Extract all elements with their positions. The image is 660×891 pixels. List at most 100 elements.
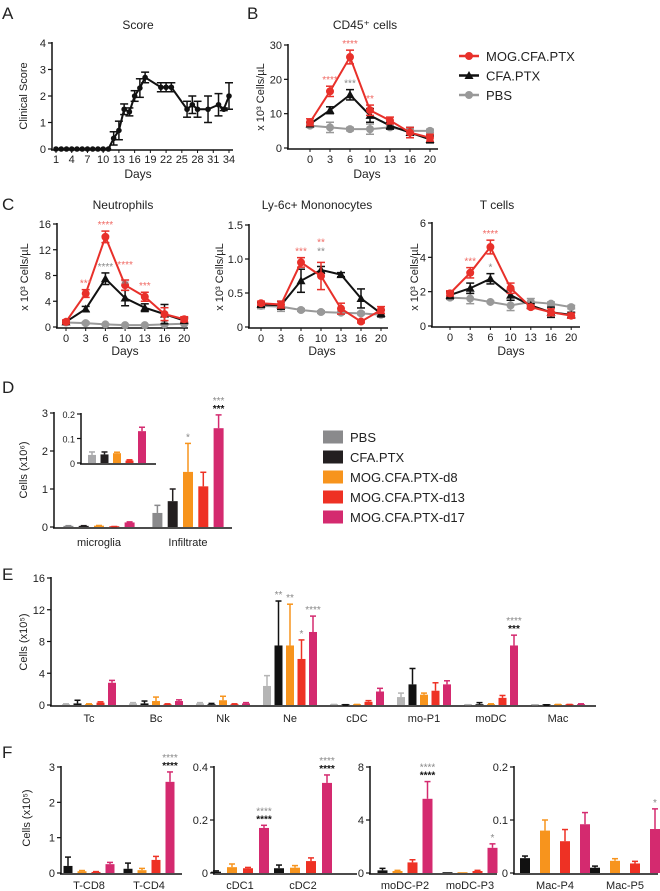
series-mog-cfa-ptx xyxy=(306,49,434,142)
significance-stars: **** xyxy=(98,262,114,273)
data-point xyxy=(486,297,495,306)
significance-stars: **** xyxy=(256,806,272,817)
x-category-label: Ne xyxy=(283,713,297,725)
data-point xyxy=(95,146,101,152)
legend-item xyxy=(323,470,343,484)
bar-group xyxy=(63,856,115,873)
bar-group xyxy=(211,824,269,873)
data-point xyxy=(277,300,285,309)
bar xyxy=(138,431,146,463)
y-tick-label: 0 xyxy=(202,868,208,880)
data-point xyxy=(205,106,211,113)
legend-label: PBS xyxy=(486,88,512,103)
bar xyxy=(420,694,428,705)
x-category-label: Mac-P4 xyxy=(536,880,574,891)
y-tick-label: 2 xyxy=(420,287,426,299)
data-point xyxy=(336,270,346,279)
chart-10 xyxy=(366,766,498,875)
data-point xyxy=(160,310,169,319)
significance-stars: *** xyxy=(344,79,356,90)
bar xyxy=(77,871,87,873)
legend-swatch xyxy=(323,450,343,464)
y-tick-label: 12 xyxy=(33,605,45,617)
bar xyxy=(63,525,74,527)
data-point xyxy=(385,121,395,130)
data-point xyxy=(325,105,335,114)
legend-item xyxy=(459,91,479,99)
significance-stars: ** xyxy=(286,593,294,604)
bar xyxy=(274,868,284,873)
y-axis-label: Cells (x10⁵) xyxy=(21,789,33,846)
bar xyxy=(207,704,216,705)
significance-stars: **** xyxy=(117,260,133,271)
bar xyxy=(140,703,149,705)
bar xyxy=(290,867,300,873)
x-tick-label: 1 xyxy=(53,154,59,166)
x-category-label: cDC xyxy=(346,713,367,725)
y-tick-label: 0 xyxy=(39,700,45,712)
bar xyxy=(259,827,269,873)
data-point xyxy=(465,283,475,292)
bar xyxy=(211,871,221,873)
series-mog-cfa-ptx xyxy=(257,256,385,326)
y-tick-label: 6 xyxy=(420,218,426,230)
data-point xyxy=(140,292,149,301)
bar xyxy=(457,872,468,873)
y-axis-label: x 10³ Cells/µL xyxy=(214,243,226,310)
bar xyxy=(297,658,306,705)
series-cfa-ptx xyxy=(445,272,576,319)
data-point xyxy=(337,304,345,313)
y-tick-label: 0.2 xyxy=(493,762,508,774)
bar xyxy=(520,858,530,873)
data-point xyxy=(168,84,175,91)
data-point xyxy=(426,126,434,135)
legend-swatch xyxy=(323,430,343,444)
y-tick-label: 0 xyxy=(237,322,243,334)
x-tick-label: 6 xyxy=(347,154,353,166)
data-point xyxy=(79,146,86,152)
bar xyxy=(219,700,227,705)
data-point xyxy=(81,319,90,328)
x-tick-label: 13 xyxy=(113,154,125,166)
series-mog-cfa-ptx xyxy=(446,239,576,320)
legend-label: MOG.CFA.PTX xyxy=(486,49,575,64)
y-tick-label: 2 xyxy=(49,797,55,809)
y-tick-label: 1 xyxy=(40,118,46,130)
y-tick-label: 0.1 xyxy=(493,815,508,827)
y-tick-label: 30 xyxy=(270,40,282,52)
data-point xyxy=(567,303,576,312)
x-tick-label: 10 xyxy=(364,154,376,166)
y-tick-label: 10 xyxy=(270,109,282,121)
data-point xyxy=(464,71,474,79)
bar xyxy=(183,471,193,527)
data-point xyxy=(377,306,385,314)
data-point xyxy=(126,109,133,115)
chart-8 xyxy=(57,766,182,875)
bar xyxy=(498,697,507,705)
data-point xyxy=(547,308,555,317)
y-tick-label: 8 xyxy=(358,762,364,774)
data-point xyxy=(346,125,354,134)
bar xyxy=(377,870,388,873)
x-tick-label: 6 xyxy=(298,333,304,345)
y-tick-label: 4 xyxy=(45,296,51,308)
significance-stars: **** xyxy=(162,761,178,772)
bar xyxy=(196,703,204,705)
x-tick-label: 7 xyxy=(84,154,90,166)
x-tick-label: 6 xyxy=(487,332,493,344)
data-point xyxy=(567,311,576,320)
series-mog-cfa-ptx xyxy=(62,230,189,326)
chart-2 xyxy=(53,223,189,331)
significance-stars: *** xyxy=(464,257,476,268)
data-point xyxy=(81,289,90,298)
y-tick-label: 12 xyxy=(39,245,51,257)
y-tick-label: 8 xyxy=(45,271,51,283)
data-point xyxy=(68,146,75,152)
x-tick-label: 34 xyxy=(223,154,235,166)
bar xyxy=(408,684,417,705)
y-tick-label: 2 xyxy=(42,446,48,458)
significance-stars: **** xyxy=(342,39,358,50)
y-axis-label: x 10³ Cells/µL xyxy=(409,243,421,310)
legend-label: CFA.PTX xyxy=(486,69,541,84)
bar xyxy=(129,703,137,705)
